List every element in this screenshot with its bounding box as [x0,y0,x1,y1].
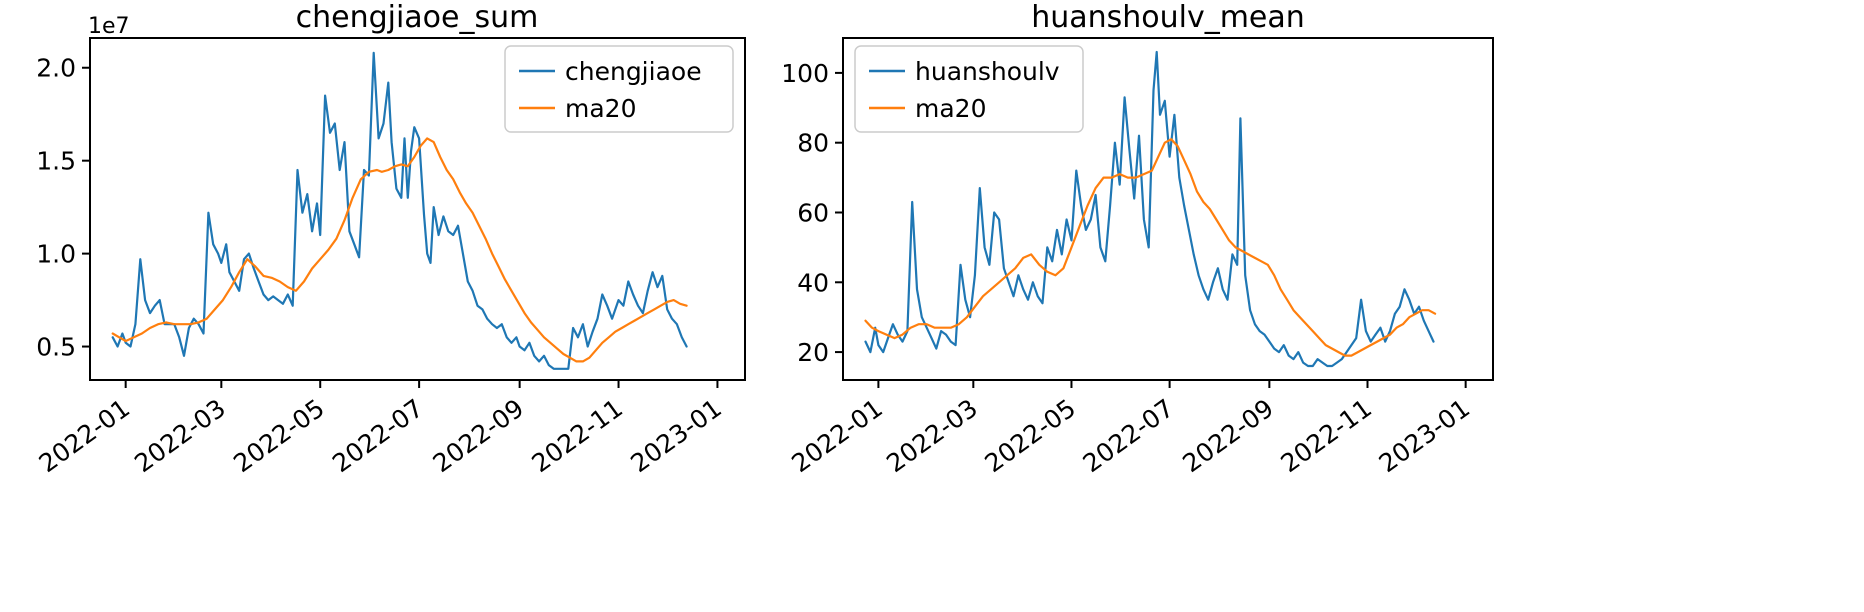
legend-box [854,45,1084,133]
axes-left: 0.5 1.0 1.5 2.0 2022-012022-032022-052022-07… [34,37,746,478]
y-tick-label: 80 [797,129,829,158]
left-chart-title: chengjiaoe_sum [296,0,539,35]
legend-label: ma20 [565,94,636,123]
x-tick-label: 2022-11 [1275,393,1377,478]
axes-spines [842,37,1494,381]
x-tick-label: 2022-09 [1177,393,1279,478]
y-tick-label: 40 [797,268,829,297]
x-tick-label: 2022-09 [428,393,530,478]
x-tick-label: 2023-01 [625,393,727,478]
x-tick-label: 2022-05 [979,393,1081,478]
y-tick-label: 2.0 [36,54,76,83]
x-tick-label: 2022-07 [327,393,429,478]
x-tick-label: 2022-07 [1078,393,1180,478]
ma20-line [111,137,688,363]
axes-layer: 0.51.01.52.02022-012022-032022-052022-07… [34,37,1494,478]
huanshoulv-line [864,50,1435,368]
chengjiaoe-line [111,51,688,370]
x-tick-label: 2023-01 [1374,393,1476,478]
x-tick-label: 2022-01 [786,393,888,478]
y-tick-label: 100 [781,59,829,88]
y-tick-label: 60 [797,198,829,227]
legend-box [504,45,734,133]
x-tick-label: 2022-05 [228,393,330,478]
y-tick-label: 1.0 [36,240,76,269]
axes-right: 204060801002022-012022-032022-052022-072… [781,37,1494,478]
legend-label: chengjiaoe [565,57,702,86]
axes-spines [89,37,746,381]
ma20-line [864,138,1437,357]
x-tick-label: 2022-03 [881,393,983,478]
left-y-axis-offset-label: 1e7 [88,14,130,39]
legend-label: ma20 [915,94,986,123]
y-tick-label: 1.5 [36,147,76,176]
right-chart-title: huanshoulv_mean [1031,0,1305,35]
x-tick-label: 2022-01 [34,393,136,478]
y-tick-label: 20 [797,338,829,367]
y-tick-label: 0.5 [36,333,76,362]
legend-label: huanshoulv [915,57,1060,86]
x-tick-label: 2022-03 [129,393,231,478]
x-tick-label: 2022-11 [527,393,629,478]
